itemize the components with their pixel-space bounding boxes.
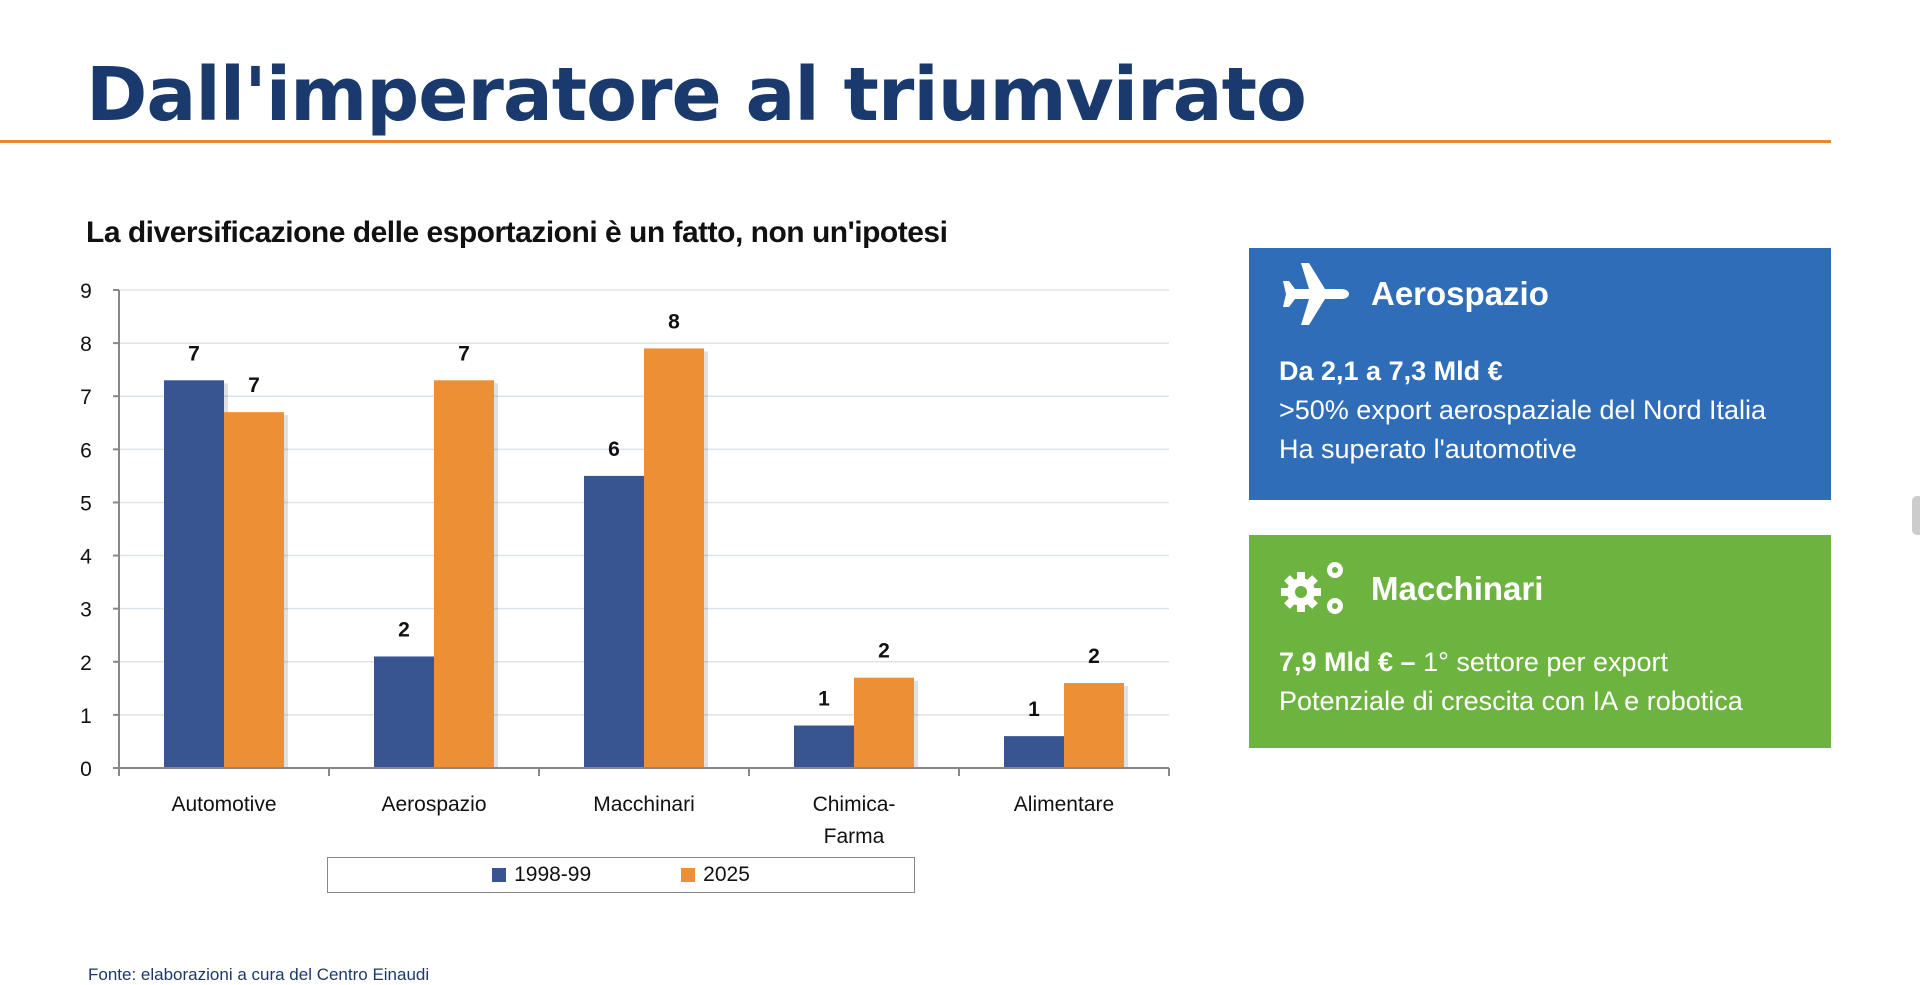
bar-2025-Alimentare [1064, 683, 1124, 768]
card-line: 7,9 Mld € – 1° settore per export [1279, 643, 1801, 682]
y-tick-label: 6 [80, 439, 92, 462]
data-label: 6 [608, 438, 620, 461]
card-line: >50% export aerospaziale del Nord Italia [1279, 395, 1767, 425]
bar-2025-Macchinari [644, 348, 704, 768]
legend-item-2025: 2025 [681, 863, 750, 887]
data-label: 7 [458, 342, 470, 365]
data-label: 2 [398, 618, 410, 641]
card-title: Aerospazio [1371, 275, 1549, 312]
y-tick-label: 0 [80, 758, 92, 781]
title-divider [0, 140, 1831, 143]
card-line: Ha superato l'automotive [1279, 434, 1577, 464]
card-aerospazio: Aerospazio Da 2,1 a 7,3 Mld € >50% expor… [1249, 248, 1831, 500]
bar-1998-99-Automotive [164, 380, 224, 768]
bar-2025-Chimica-Farma [854, 677, 914, 768]
card-title: Macchinari [1371, 570, 1544, 607]
y-tick-label: 3 [80, 599, 92, 622]
card-macchinari: Macchinari 7,9 Mld € – 1° settore per ex… [1249, 535, 1831, 748]
y-tick-label: 4 [80, 546, 92, 569]
source-note: Fonte: elaborazioni a cura del Centro Ei… [88, 965, 430, 984]
bar-2025-Aerospazio [434, 380, 494, 768]
card-line: Potenziale di crescita con IA e robotica [1279, 686, 1743, 716]
card-text: 1° settore per export [1415, 647, 1668, 677]
bar-1998-99-Macchinari [584, 475, 644, 768]
y-tick-label: 1 [80, 705, 92, 728]
legend-label: 2025 [703, 863, 750, 886]
x-tick-label: Farma [824, 825, 885, 848]
data-label: 2 [1088, 645, 1100, 668]
data-label: 7 [188, 342, 200, 365]
x-tick-label: Chimica- [813, 793, 896, 816]
legend-swatch [492, 868, 507, 882]
x-tick-label: Automotive [171, 793, 276, 816]
card-line: Da 2,1 a 7,3 Mld € [1279, 356, 1503, 386]
legend-item-1998-99: 1998-99 [492, 863, 591, 887]
bar-2025-Automotive [224, 412, 284, 768]
y-tick-label: 8 [80, 333, 92, 356]
gears-icon [1281, 562, 1343, 614]
data-label: 1 [1028, 698, 1040, 721]
x-tick-label: Alimentare [1014, 793, 1114, 816]
scrollbar-handle[interactable] [1912, 496, 1920, 535]
legend-swatch [681, 868, 696, 882]
y-tick-label: 9 [80, 280, 92, 303]
bar-1998-99-Aerospazio [374, 656, 434, 768]
y-tick-label: 7 [80, 386, 92, 409]
chart-title: La diversificazione delle esportazioni è… [86, 216, 948, 249]
page-title: Dall'imperatore al triumvirato [86, 52, 1307, 138]
bar-chart: 0 1 2 3 4 5 6 7 8 9 7 7 Automotive 2 7 Aerospazio 6 8 Macc… [80, 280, 1170, 848]
x-tick-label: Macchinari [593, 793, 695, 816]
y-tick-label: 5 [80, 492, 92, 515]
chart-legend: 1998-99 2025 [327, 857, 915, 893]
legend-label: 1998-99 [514, 863, 592, 886]
bar-1998-99-Chimica-Farma [794, 725, 854, 768]
card-highlight: 7,9 Mld € – [1279, 647, 1416, 677]
x-tick-label: Aerospazio [381, 793, 486, 816]
data-label: 7 [248, 374, 260, 397]
y-tick-label: 2 [80, 652, 92, 675]
bar-1998-99-Alimentare [1004, 736, 1064, 768]
data-label: 8 [668, 310, 680, 333]
data-label: 2 [878, 640, 890, 663]
data-label: 1 [818, 688, 830, 711]
airplane-icon [1283, 263, 1349, 325]
